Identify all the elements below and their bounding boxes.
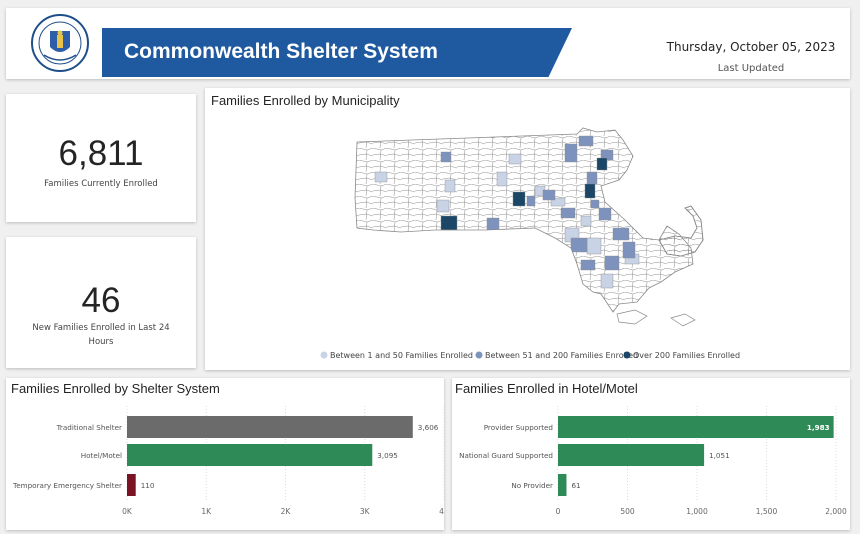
header-card: Commonwealth Shelter System Thursday, Oc…: [6, 8, 850, 79]
hotel-motel-chart-title: Families Enrolled in Hotel/Motel: [455, 381, 638, 396]
map-legend: Between 1 and 50 Families Enrolled Betwe…: [320, 351, 740, 360]
legend-swatch-high: [623, 351, 631, 359]
legend-swatch-low: [320, 351, 328, 359]
x-tick-label: 4K: [439, 507, 444, 516]
legend-label-high: Over 200 Families Enrolled: [633, 351, 740, 360]
x-tick-label: 500: [620, 507, 635, 516]
data-label: 1,983: [807, 423, 830, 432]
legend-swatch-medium: [475, 351, 483, 359]
bar[interactable]: [127, 444, 373, 466]
x-tick-label: 1K: [201, 507, 212, 516]
report-date: Thursday, October 05, 2023: [666, 40, 836, 54]
shelter-system-bar-chart[interactable]: 0K 1K 2K 3K 4K Traditional Shelter 3,606 Hotel/…: [6, 378, 444, 530]
data-label: 3,606: [418, 423, 439, 432]
shelter-system-chart-title: Families Enrolled by Shelter System: [11, 381, 220, 396]
kpi-families-enrolled-value: 6,811: [58, 134, 144, 173]
category-label: Traditional Shelter: [56, 423, 122, 432]
bar[interactable]: [558, 474, 567, 496]
x-tick-label: 2K: [281, 507, 292, 516]
kpi-new-families-value: 46: [81, 281, 121, 320]
x-tick-label: 1,000: [686, 507, 708, 516]
state-seal-icon: [31, 14, 89, 72]
x-tick-label: 0: [556, 507, 561, 516]
data-label: 110: [141, 481, 155, 490]
kpi-new-families-card: 46 New Families Enrolled in Last 24 Hour…: [6, 237, 196, 368]
category-label: No Provider: [511, 481, 553, 490]
dashboard-title: Commonwealth Shelter System: [124, 40, 438, 63]
title-banner: Commonwealth Shelter System: [102, 28, 572, 77]
bar[interactable]: [558, 416, 834, 438]
bar[interactable]: [127, 474, 136, 496]
x-tick-label: 3K: [360, 507, 371, 516]
last-updated-label: Last Updated: [717, 63, 785, 74]
data-label: 61: [571, 481, 580, 490]
x-tick-label: 1,500: [756, 507, 778, 516]
category-label: Provider Supported: [484, 423, 553, 432]
map-title: Families Enrolled by Municipality: [211, 93, 400, 108]
kpi-families-enrolled-card: 6,811 Families Currently Enrolled: [6, 94, 196, 222]
bar[interactable]: [558, 444, 705, 466]
legend-label-low: Between 1 and 50 Families Enrolled: [330, 351, 473, 360]
municipality-map[interactable]: Between 1 and 50 Families Enrolled Betwe…: [205, 88, 850, 370]
municipality-map-card: Families Enrolled by Municipality: [205, 88, 850, 370]
data-label: 1,051: [709, 451, 730, 460]
data-label: 3,095: [377, 451, 398, 460]
kpi-families-enrolled-label: Families Currently Enrolled: [44, 179, 158, 189]
kpi-new-families-label: New Families Enrolled in Last 24 Hours: [32, 323, 170, 347]
x-tick-label: 0K: [122, 507, 133, 516]
category-label: Hotel/Motel: [81, 451, 122, 460]
hotel-motel-bar-chart[interactable]: 0 500 1,000 1,500 2,000 Provider Supported 1,9…: [452, 378, 850, 530]
hotel-motel-chart-card: Families Enrolled in Hotel/Motel 0 500 1,0…: [452, 378, 850, 530]
x-tick-label: 2,000: [825, 507, 847, 516]
bar[interactable]: [127, 416, 413, 438]
legend-label-medium: Between 51 and 200 Families Enrolled: [485, 351, 638, 360]
category-label: National Guard Supported: [459, 451, 553, 460]
category-label: Temporary Emergency Shelter: [12, 481, 122, 490]
shelter-system-chart-card: Families Enrolled by Shelter System 0K 1K…: [6, 378, 444, 530]
